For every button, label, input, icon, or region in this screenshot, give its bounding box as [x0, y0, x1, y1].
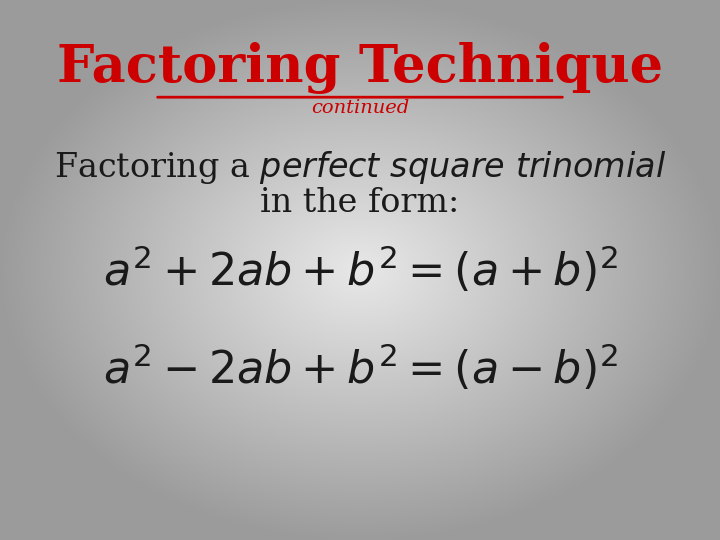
Text: $a^2 - 2ab + b^2 = (a-b)^2$: $a^2 - 2ab + b^2 = (a-b)^2$ — [103, 342, 617, 393]
Text: $a^2 + 2ab + b^2 = (a+b)^2$: $a^2 + 2ab + b^2 = (a+b)^2$ — [103, 245, 617, 295]
Text: Factoring Technique: Factoring Technique — [57, 42, 663, 93]
Text: continued: continued — [311, 99, 409, 117]
Text: Factoring a $\mathit{perfect\ square\ trinomial}$: Factoring a $\mathit{perfect\ square\ tr… — [54, 149, 666, 186]
Text: in the form:: in the form: — [261, 186, 459, 219]
